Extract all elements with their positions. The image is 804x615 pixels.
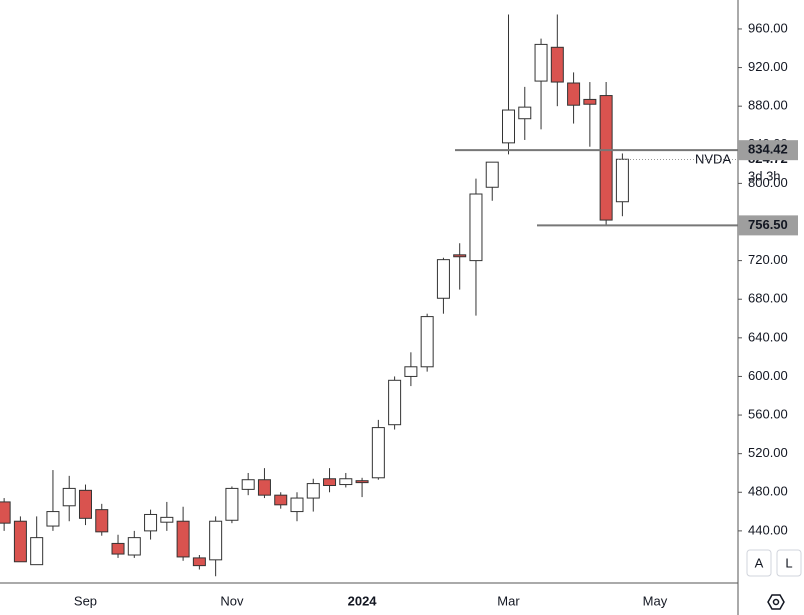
x-tick-label: 2024: [348, 593, 378, 608]
candle-body: [599, 95, 613, 221]
y-tick-label: 600.00: [748, 368, 788, 383]
y-tick-label: 960.00: [748, 20, 788, 35]
y-tick-label: 720.00: [748, 252, 788, 267]
auto-scale-label: A: [755, 555, 764, 570]
level-tag: [738, 215, 798, 236]
candle-body: [453, 254, 467, 258]
candle-body: [502, 109, 516, 144]
candle-body: [485, 161, 499, 188]
auto-scale-button[interactable]: [746, 549, 772, 577]
x-tick-label: Sep: [74, 593, 97, 608]
candle-body: [436, 259, 450, 299]
y-tick-label: 880.00: [748, 98, 788, 113]
log-scale-label: L: [785, 555, 792, 570]
candle-body: [323, 478, 337, 487]
candle-body: [404, 366, 418, 377]
level-label: 834.42: [748, 142, 788, 157]
candle-body: [274, 494, 288, 506]
y-tick-label: 920.00: [748, 59, 788, 74]
candle-body: [0, 501, 11, 524]
candle-body: [241, 479, 255, 490]
candle-body: [469, 193, 483, 262]
candle-body: [127, 537, 141, 556]
candle-body: [95, 509, 109, 533]
x-tick-label: Mar: [497, 593, 520, 608]
candle-body: [192, 557, 206, 567]
y-tick-label: 800.00: [748, 175, 788, 190]
y-tick-label: 680.00: [748, 291, 788, 306]
plot-area: [0, 14, 738, 577]
candle-body: [160, 516, 174, 523]
settings-button[interactable]: [767, 594, 785, 610]
countdown-label: 3d 3h: [748, 168, 781, 183]
candle-body: [534, 43, 548, 82]
candle-body: [567, 82, 581, 106]
candle-body: [290, 497, 304, 513]
candle-body: [388, 379, 402, 426]
candle-body: [225, 487, 239, 521]
y-tick-label: 440.00: [748, 522, 788, 537]
x-tick-label: May: [643, 593, 668, 608]
candle-body: [518, 106, 532, 120]
y-tick-label: 640.00: [748, 329, 788, 344]
candle-body: [13, 520, 27, 563]
candle-body: [78, 489, 92, 519]
y-tick-label: 560.00: [748, 406, 788, 421]
level-label: 756.50: [748, 217, 788, 232]
candle-body: [420, 316, 434, 368]
level-tag: [738, 140, 798, 161]
candle-body: [306, 483, 320, 499]
candle-body: [144, 513, 158, 532]
candle-body: [339, 478, 353, 486]
settings-icon-dot: [772, 598, 780, 606]
y-tick-label: 480.00: [748, 484, 788, 499]
candle-body: [176, 520, 190, 558]
candle-body: [550, 46, 564, 83]
x-tick-label: Nov: [220, 593, 244, 608]
candle-body: [583, 98, 597, 105]
candle-body: [615, 158, 629, 203]
settings-icon: [767, 594, 785, 610]
candle-body: [355, 480, 369, 484]
y-tick-label: 520.00: [748, 445, 788, 460]
candle-body: [209, 520, 223, 561]
log-scale-button[interactable]: [776, 549, 802, 577]
candle-body: [46, 511, 60, 527]
candle-body: [371, 427, 385, 479]
candle-body: [257, 479, 271, 496]
candle-body: [62, 487, 76, 507]
candle-body: [30, 537, 44, 566]
candle-body: [111, 542, 125, 555]
ticker-label: NVDA: [695, 151, 731, 166]
